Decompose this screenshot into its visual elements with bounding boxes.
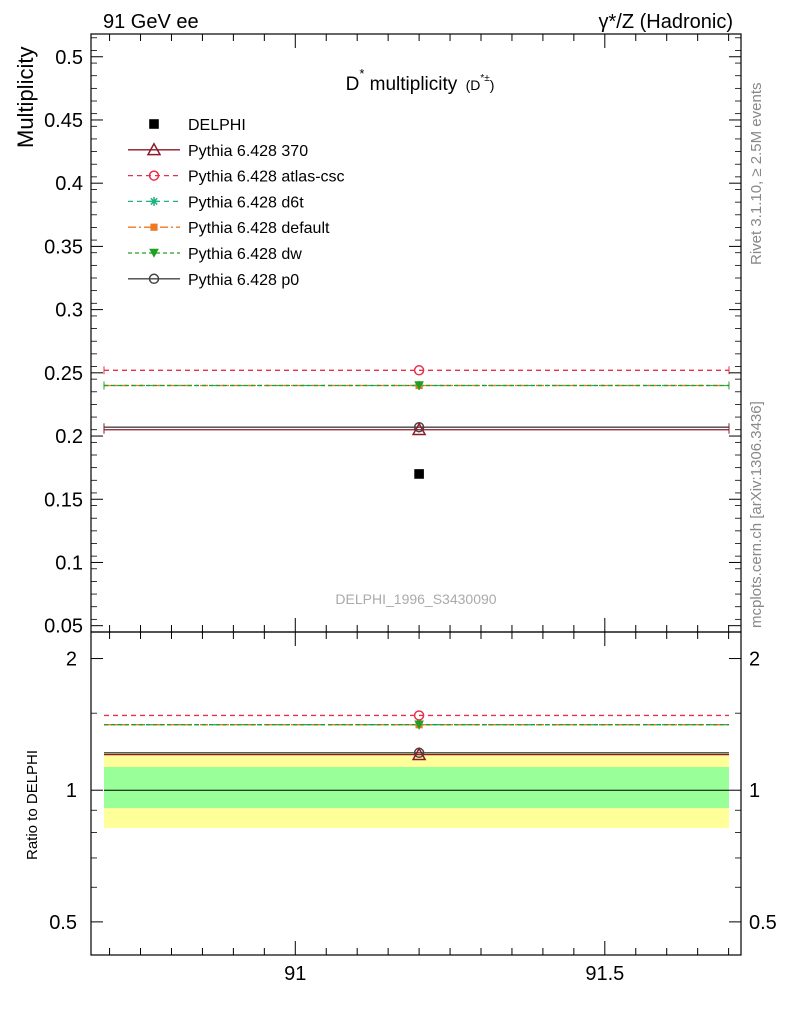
- main-ytick-label: 0.25: [44, 363, 83, 385]
- legend-entry-pythia-6-428-default-marker: [150, 223, 158, 231]
- legend-label-delphi: DELPHI: [188, 117, 246, 134]
- ratio-ytick-label: 0.5: [49, 912, 77, 934]
- series-pythia-6-428-atlas-csc-ratio-point: [413, 710, 425, 721]
- legend-entry-pythia-6-428-370: Pythia 6.428 370: [128, 142, 308, 160]
- ratio-frame: [90, 631, 742, 956]
- xtick-label: 91: [284, 963, 306, 985]
- watermark: DELPHI_1996_S3430090: [335, 591, 496, 607]
- xtick-label: 91.5: [585, 963, 624, 985]
- axes: 0.05 0.1 0.15 0.2 0.25 0.3 0.35 0.4 0.45 0.5 0.5 0.…: [44, 34, 777, 985]
- plot-title: D* multiplicity (D*±): [346, 66, 495, 95]
- ratio-ytick-label: 1: [66, 780, 77, 802]
- ratio-ylabel: Ratio to DELPHI: [24, 750, 41, 860]
- title-sub-close: ): [490, 77, 495, 93]
- mcplots-label: mcplots.cern.ch [arXiv:1306.3436]: [748, 401, 765, 628]
- legend-entry-pythia-6-428-default: Pythia 6.428 default: [128, 220, 330, 237]
- main-ytick-label: 0.3: [55, 300, 83, 322]
- legend-entry-pythia-6-428-dw: Pythia 6.428 dw: [128, 246, 302, 263]
- rivet-label: Rivet 3.1.10, ≥ 2.5M events: [748, 83, 765, 266]
- main-ytick-label: 0.35: [44, 236, 83, 258]
- main-ytick-label: 0.1: [55, 552, 83, 574]
- legend-entry-pythia-6-428-p0-label: Pythia 6.428 p0: [188, 272, 299, 289]
- data-point-delphi: [414, 469, 424, 479]
- title-sup: *: [359, 66, 364, 81]
- legend-entry-pythia-6-428-atlas-csc-label: Pythia 6.428 atlas-csc: [188, 169, 345, 186]
- ratio-band-inner: [104, 766, 729, 809]
- ratio-ytick-label-right: 2: [749, 649, 760, 671]
- series-pythia-6-428-dw-ratio-point: [414, 720, 424, 730]
- main-ytick-label: 0.4: [55, 173, 83, 195]
- header-left: 91 GeV ee: [103, 11, 199, 33]
- legend-entry-pythia-6-428-d6t-label: Pythia 6.428 d6t: [188, 194, 304, 211]
- series-pythia-6-428-atlas-csc-point: [413, 365, 425, 376]
- main-ytick-label: 0.15: [44, 489, 83, 511]
- main-ytick-label: 0.05: [44, 616, 83, 638]
- ratio-ytick-label-right: 1: [749, 780, 760, 802]
- main-ytick-label: 0.5: [55, 47, 83, 69]
- header-right: γ*/Z (Hadronic): [599, 11, 733, 33]
- legend-entry-pythia-6-428-default-label: Pythia 6.428 default: [188, 220, 330, 237]
- legend: DELPHI Pythia 6.428 370 Pythia 6.428 atlas…: [128, 117, 345, 289]
- title-sub: (D*±): [466, 73, 495, 93]
- legend-entry-delphi: DELPHI: [149, 117, 246, 134]
- main-ylabel: Multiplicity: [13, 47, 38, 148]
- legend-entry-pythia-6-428-d6t: Pythia 6.428 d6t: [128, 194, 304, 211]
- legend-marker-delphi: [149, 119, 159, 129]
- legend-entry-pythia-6-428-atlas-csc-marker: [148, 170, 160, 181]
- legend-entry-pythia-6-428-p0-marker: [148, 273, 160, 285]
- legend-entry-pythia-6-428-370-label: Pythia 6.428 370: [188, 143, 308, 160]
- series-pythia-6-428-dw-point: [414, 381, 424, 391]
- legend-entry-pythia-6-428-d6t-marker: [149, 196, 159, 206]
- main-ytick-label: 0.2: [55, 426, 83, 448]
- main-panel: [103, 365, 730, 479]
- series-pythia-6-428-370-ratio-point: [411, 747, 427, 761]
- title-rest: multiplicity: [364, 74, 457, 95]
- title-sub-sup: *±: [480, 73, 490, 84]
- legend-entry-pythia-6-428-370-marker: [146, 142, 162, 156]
- legend-entry-pythia-6-428-p0: Pythia 6.428 p0: [128, 272, 299, 289]
- ratio-ytick-label-right: 0.5: [749, 912, 777, 934]
- legend-entry-pythia-6-428-dw-label: Pythia 6.428 dw: [188, 246, 302, 263]
- ratio-ytick-label: 2: [66, 649, 77, 671]
- main-ytick-label: 0.45: [44, 110, 83, 132]
- title-main: D: [346, 74, 360, 95]
- ratio-panel: [104, 710, 729, 828]
- legend-entry-pythia-6-428-atlas-csc: Pythia 6.428 atlas-csc: [128, 169, 345, 186]
- title-sub-open: (D: [466, 77, 481, 93]
- series-pythia-6-428-370-point: [411, 422, 427, 436]
- legend-entry-pythia-6-428-dw-marker: [149, 248, 159, 258]
